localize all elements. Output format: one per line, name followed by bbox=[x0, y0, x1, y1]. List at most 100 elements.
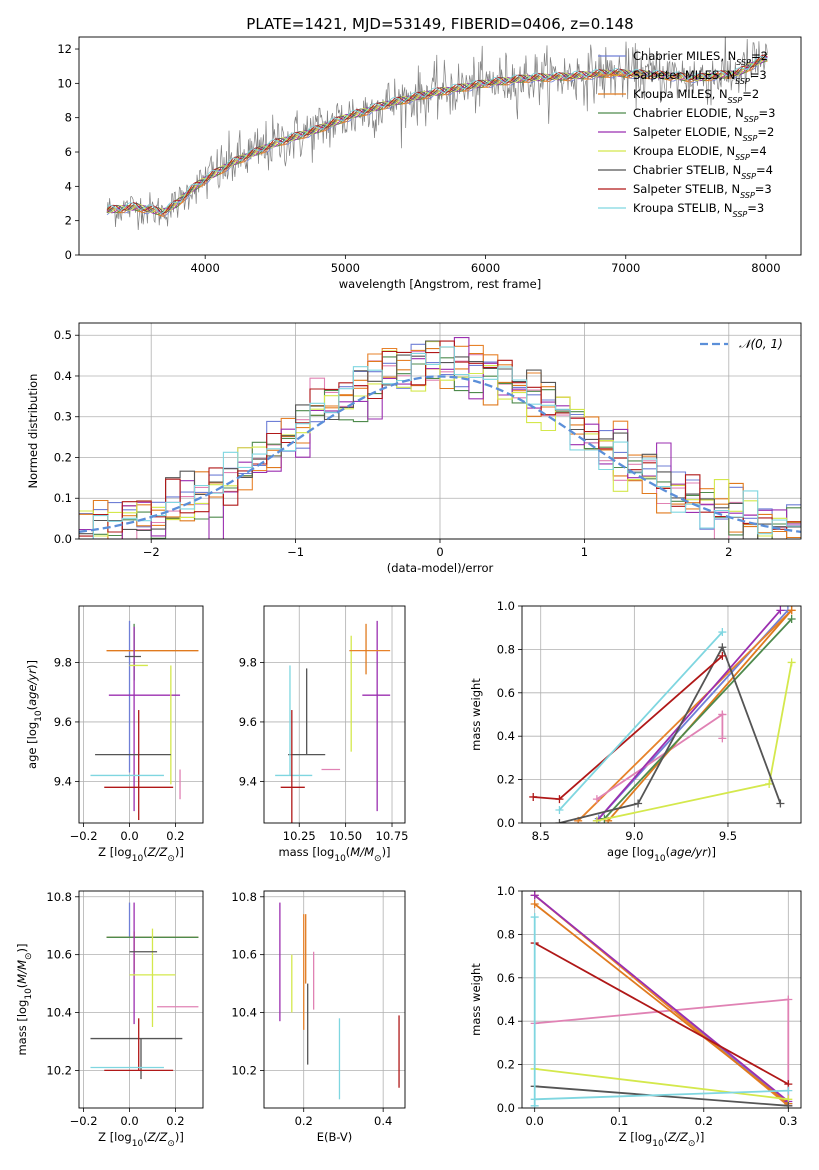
mass-weight-marker bbox=[787, 606, 796, 615]
age_vs_Z-xlabel: Z [log10(Z/Z⊙)] bbox=[98, 845, 184, 864]
mass-weight-marker bbox=[765, 779, 774, 788]
mass-weight-marker bbox=[787, 658, 796, 667]
spectrum-plot-area bbox=[106, 37, 768, 231]
error-bar bbox=[129, 928, 176, 1027]
y-tick-label: 4 bbox=[65, 179, 72, 193]
y-tick-label: 9.8 bbox=[54, 655, 72, 669]
x-tick-label: 0.2 bbox=[166, 829, 184, 843]
mass-weight-marker bbox=[776, 799, 785, 808]
y-tick-label: 10.2 bbox=[46, 1063, 72, 1077]
mass_vs_Z-axes: −0.2 0.0 0.2 10.2 10.4 10.6 10.8 bbox=[46, 890, 203, 1128]
x-tick-label: 9.0 bbox=[625, 829, 643, 843]
x-tick-label: 0.3 bbox=[779, 1114, 797, 1128]
mass_vs_Z-ylabel: mass [log10(M/M⊙)] bbox=[15, 943, 34, 1055]
x-tick-label: 1 bbox=[581, 545, 588, 559]
x-tick-label: 10.75 bbox=[376, 829, 409, 843]
x-tick-label: 10.25 bbox=[283, 829, 316, 843]
mass-weight-marker bbox=[718, 628, 727, 637]
error-bar bbox=[275, 665, 313, 777]
x-tick-label: 10.50 bbox=[329, 829, 362, 843]
massweight_vs_age-plot-area bbox=[529, 606, 796, 823]
mass-weight-marker bbox=[592, 795, 601, 804]
mass-weight-line bbox=[596, 609, 782, 822]
mass-weight-line bbox=[534, 1068, 789, 1101]
legend-label: Chabrier MILES, NSSP=2 bbox=[633, 49, 768, 67]
mass-weight-marker bbox=[592, 816, 601, 823]
y-tick-label: 10 bbox=[57, 76, 72, 90]
y-tick-label: 0.2 bbox=[54, 450, 72, 464]
y-tick-label: 0.0 bbox=[497, 1101, 515, 1115]
y-tick-label: 0.2 bbox=[497, 1058, 515, 1072]
legend-label: Kroupa MILES, NSSP=2 bbox=[633, 87, 759, 105]
y-tick-label: 10.2 bbox=[231, 1063, 257, 1077]
normal-curve bbox=[79, 375, 801, 534]
y-tick-label: 0.6 bbox=[497, 971, 515, 985]
age_vs_Z-plot-area bbox=[90, 620, 199, 821]
y-tick-label: 0.0 bbox=[54, 532, 72, 546]
y-tick-label: 9.4 bbox=[239, 774, 257, 788]
y-tick-label: 0.5 bbox=[54, 328, 72, 342]
mass_vs_ebv-xlabel: E(B-V) bbox=[317, 1130, 352, 1144]
y-tick-label: 10.4 bbox=[231, 1006, 257, 1020]
y-tick-label: 10.4 bbox=[46, 1006, 72, 1020]
error-bar bbox=[104, 1018, 174, 1072]
error-bar bbox=[362, 620, 391, 812]
legend-label: Kroupa ELODIE, NSSP=4 bbox=[633, 144, 767, 162]
x-tick-label: −2 bbox=[143, 545, 160, 559]
x-tick-label: 0.2 bbox=[295, 1114, 313, 1128]
mass-weight-marker bbox=[530, 900, 539, 909]
mass_vs_ebv-frame bbox=[263, 890, 406, 1109]
mass-weight-marker bbox=[784, 1086, 793, 1095]
y-tick-label: 0.6 bbox=[497, 686, 515, 700]
massweight_vs_age-xlabel: age [log10(age/yr)] bbox=[607, 845, 716, 864]
x-tick-label: −0.2 bbox=[70, 829, 98, 843]
figure-title: PLATE=1421, MJD=53149, FIBERID=0406, z=0… bbox=[246, 15, 633, 33]
error-bar bbox=[108, 626, 181, 812]
mass-weight-marker bbox=[718, 643, 727, 652]
y-tick-label: 0.8 bbox=[497, 927, 515, 941]
legend-label: Salpeter MILES, NSSP=3 bbox=[633, 68, 767, 86]
plot-layer: 4000 5000 6000 7000 8000024681012wavelength … bbox=[15, 36, 802, 1149]
y-tick-label: 8 bbox=[65, 111, 72, 125]
y-tick-label: 2 bbox=[65, 214, 72, 228]
error-bar bbox=[104, 710, 174, 821]
x-tick-label: 8.5 bbox=[532, 829, 550, 843]
mass-weight-marker bbox=[718, 710, 727, 719]
x-tick-label: −1 bbox=[287, 545, 304, 559]
x-tick-label: 0.0 bbox=[526, 1114, 544, 1128]
mass-weight-marker bbox=[718, 734, 727, 743]
x-tick-label: 0.2 bbox=[695, 1114, 713, 1128]
mass_vs_ebv-axes: 0.2 0.4 10.2 10.4 10.6 10.8 bbox=[231, 890, 405, 1128]
massweight_vs_age-frame bbox=[521, 605, 802, 824]
spectrum-frame bbox=[78, 36, 802, 256]
mass-weight-marker bbox=[776, 606, 785, 615]
mass-weight-line bbox=[534, 894, 789, 1103]
mass-weight-marker bbox=[555, 795, 564, 804]
model-spectrum bbox=[106, 53, 768, 214]
y-tick-label: 0.8 bbox=[497, 642, 515, 656]
mass-weight-marker bbox=[530, 891, 539, 900]
mass-weight-line bbox=[534, 1085, 789, 1107]
y-tick-label: 0.4 bbox=[497, 729, 515, 743]
mass-weight-marker bbox=[555, 805, 564, 814]
mass-weight-marker bbox=[529, 792, 538, 801]
mass-weight-line bbox=[534, 903, 789, 1105]
y-tick-label: 0.4 bbox=[497, 1014, 515, 1028]
x-tick-label: 6000 bbox=[471, 261, 500, 275]
model-spectrum bbox=[106, 54, 768, 215]
error-bar bbox=[280, 710, 305, 823]
y-tick-label: 10.8 bbox=[231, 890, 257, 904]
mass-weight-line bbox=[534, 942, 789, 1085]
x-tick-label: 5000 bbox=[331, 261, 360, 275]
x-tick-label: 0.0 bbox=[120, 829, 138, 843]
y-tick-label: 0.3 bbox=[54, 410, 72, 424]
y-tick-label: 1.0 bbox=[497, 599, 515, 613]
age_vs_mass-xlabel: mass [log10(M/M⊙)] bbox=[278, 845, 390, 864]
spectrum-xlabel: wavelength [Angstrom, rest frame] bbox=[339, 277, 541, 291]
x-tick-label: 4000 bbox=[191, 261, 220, 275]
age_vs_mass-plot-area bbox=[275, 620, 391, 823]
x-tick-label: 7000 bbox=[611, 261, 640, 275]
error-bar bbox=[288, 668, 326, 756]
y-tick-label: 1.0 bbox=[497, 884, 515, 898]
mass-weight-marker bbox=[530, 913, 539, 922]
